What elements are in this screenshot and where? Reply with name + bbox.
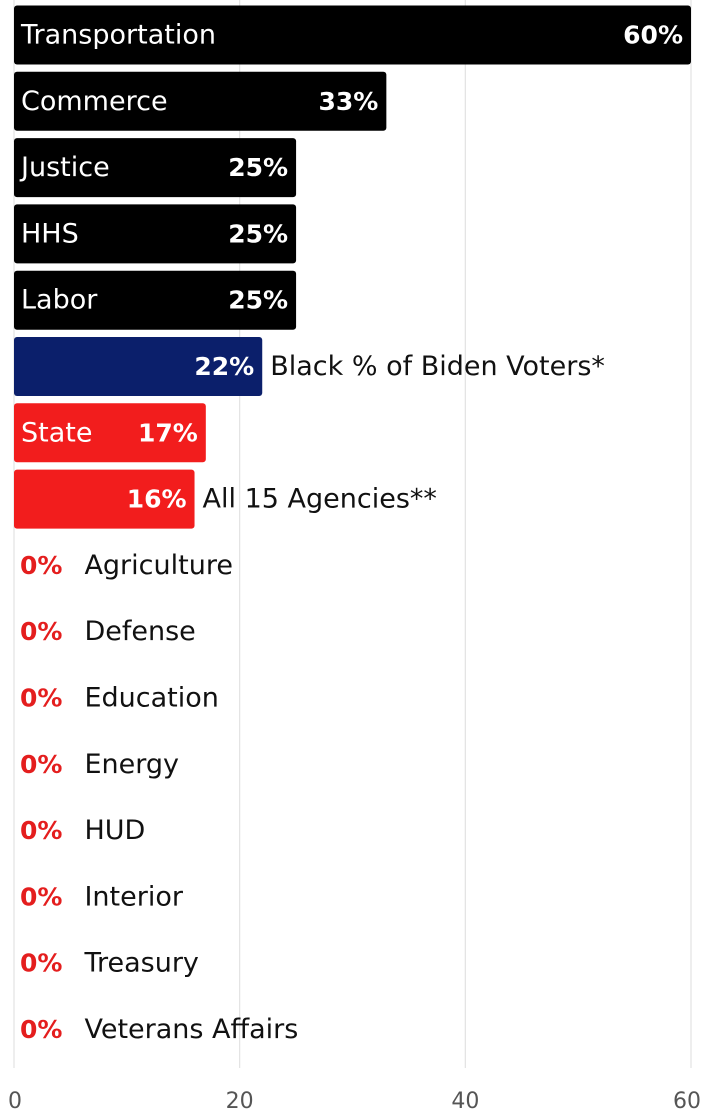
category-label: All 15 Agencies**: [203, 484, 437, 515]
value-label: 0%: [20, 750, 62, 779]
bar-0: [14, 5, 691, 65]
bar-7: [14, 469, 195, 529]
bars: [14, 5, 691, 529]
bar-2: [14, 138, 297, 198]
category-label: Treasury: [83, 948, 198, 979]
bar-1: [14, 71, 387, 131]
category-label: Labor: [21, 285, 98, 316]
value-label: 16%: [127, 485, 187, 514]
value-label: 0%: [20, 617, 62, 646]
value-label: 0%: [20, 949, 62, 978]
value-label: 0%: [20, 551, 62, 580]
value-label: 17%: [138, 418, 198, 447]
value-label: 22%: [194, 352, 254, 381]
value-label: 25%: [228, 219, 288, 248]
value-label: 0%: [20, 1015, 62, 1044]
bar-5: [14, 337, 263, 396]
x-axis: 0 20 40 60: [8, 1089, 701, 1114]
category-label: Black % of Biden Voters*: [270, 351, 605, 382]
value-label: 0%: [20, 816, 62, 845]
category-label: Energy: [84, 749, 179, 780]
value-label: 25%: [228, 153, 288, 182]
category-label: Transportation: [20, 20, 216, 51]
category-label: State: [21, 417, 92, 448]
value-label: 25%: [228, 286, 288, 315]
category-label: Defense: [84, 616, 195, 647]
value-label: 60%: [623, 21, 683, 50]
x-tick-label: 60: [673, 1089, 701, 1114]
x-tick-label: 0: [8, 1089, 22, 1114]
bar-3: [14, 204, 297, 264]
bar-6: [14, 403, 206, 463]
category-label: Interior: [84, 881, 183, 912]
category-label: Commerce: [21, 86, 168, 117]
category-label: Veterans Affairs: [84, 1014, 298, 1045]
bar-labels: 60% Transportation 33% Commerce 25% Justice 25…: [19, 20, 683, 1046]
value-label: 33%: [319, 87, 379, 116]
x-tick-label: 40: [451, 1089, 479, 1114]
category-label: Agriculture: [84, 550, 233, 581]
category-label: Education: [84, 683, 218, 714]
category-label: Justice: [19, 152, 110, 183]
value-label: 0%: [20, 882, 62, 911]
category-label: HHS: [21, 218, 79, 249]
x-tick-label: 20: [226, 1089, 254, 1114]
bar-4: [14, 270, 297, 330]
category-label: HUD: [84, 815, 145, 846]
value-label: 0%: [20, 684, 62, 713]
